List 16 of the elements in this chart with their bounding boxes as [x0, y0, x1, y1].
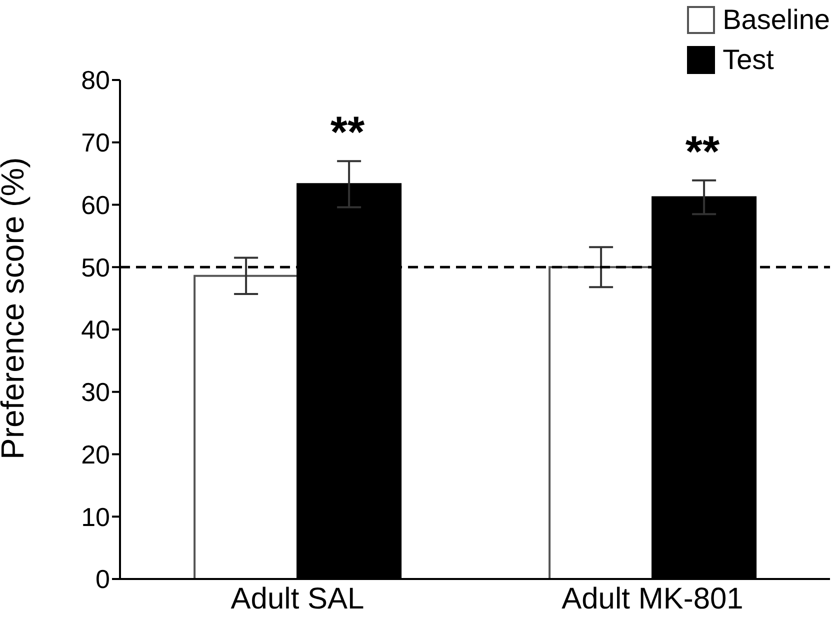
y-tick-label: 10 — [81, 502, 110, 532]
legend-label: Test — [722, 43, 774, 77]
annotation: ** — [330, 108, 366, 158]
y-tick-label: 70 — [81, 128, 110, 158]
y-tick-label: 20 — [81, 439, 110, 470]
y-axis-title: Preference score (%) — [0, 157, 30, 460]
y-tick-label: 0 — [96, 564, 110, 594]
annotation: ** — [685, 127, 720, 176]
y-tick-label: 80 — [81, 65, 110, 96]
legend-label: Baseline — [722, 3, 830, 37]
x-tick-label: Adult SAL — [230, 582, 364, 616]
y-tick-label: 60 — [81, 190, 110, 220]
x-tick-label: Adult MK-801 — [562, 582, 744, 616]
y-tick-label: 30 — [81, 377, 110, 408]
y-tick-label: 50 — [81, 252, 110, 282]
y-tick-label: 40 — [81, 314, 110, 345]
